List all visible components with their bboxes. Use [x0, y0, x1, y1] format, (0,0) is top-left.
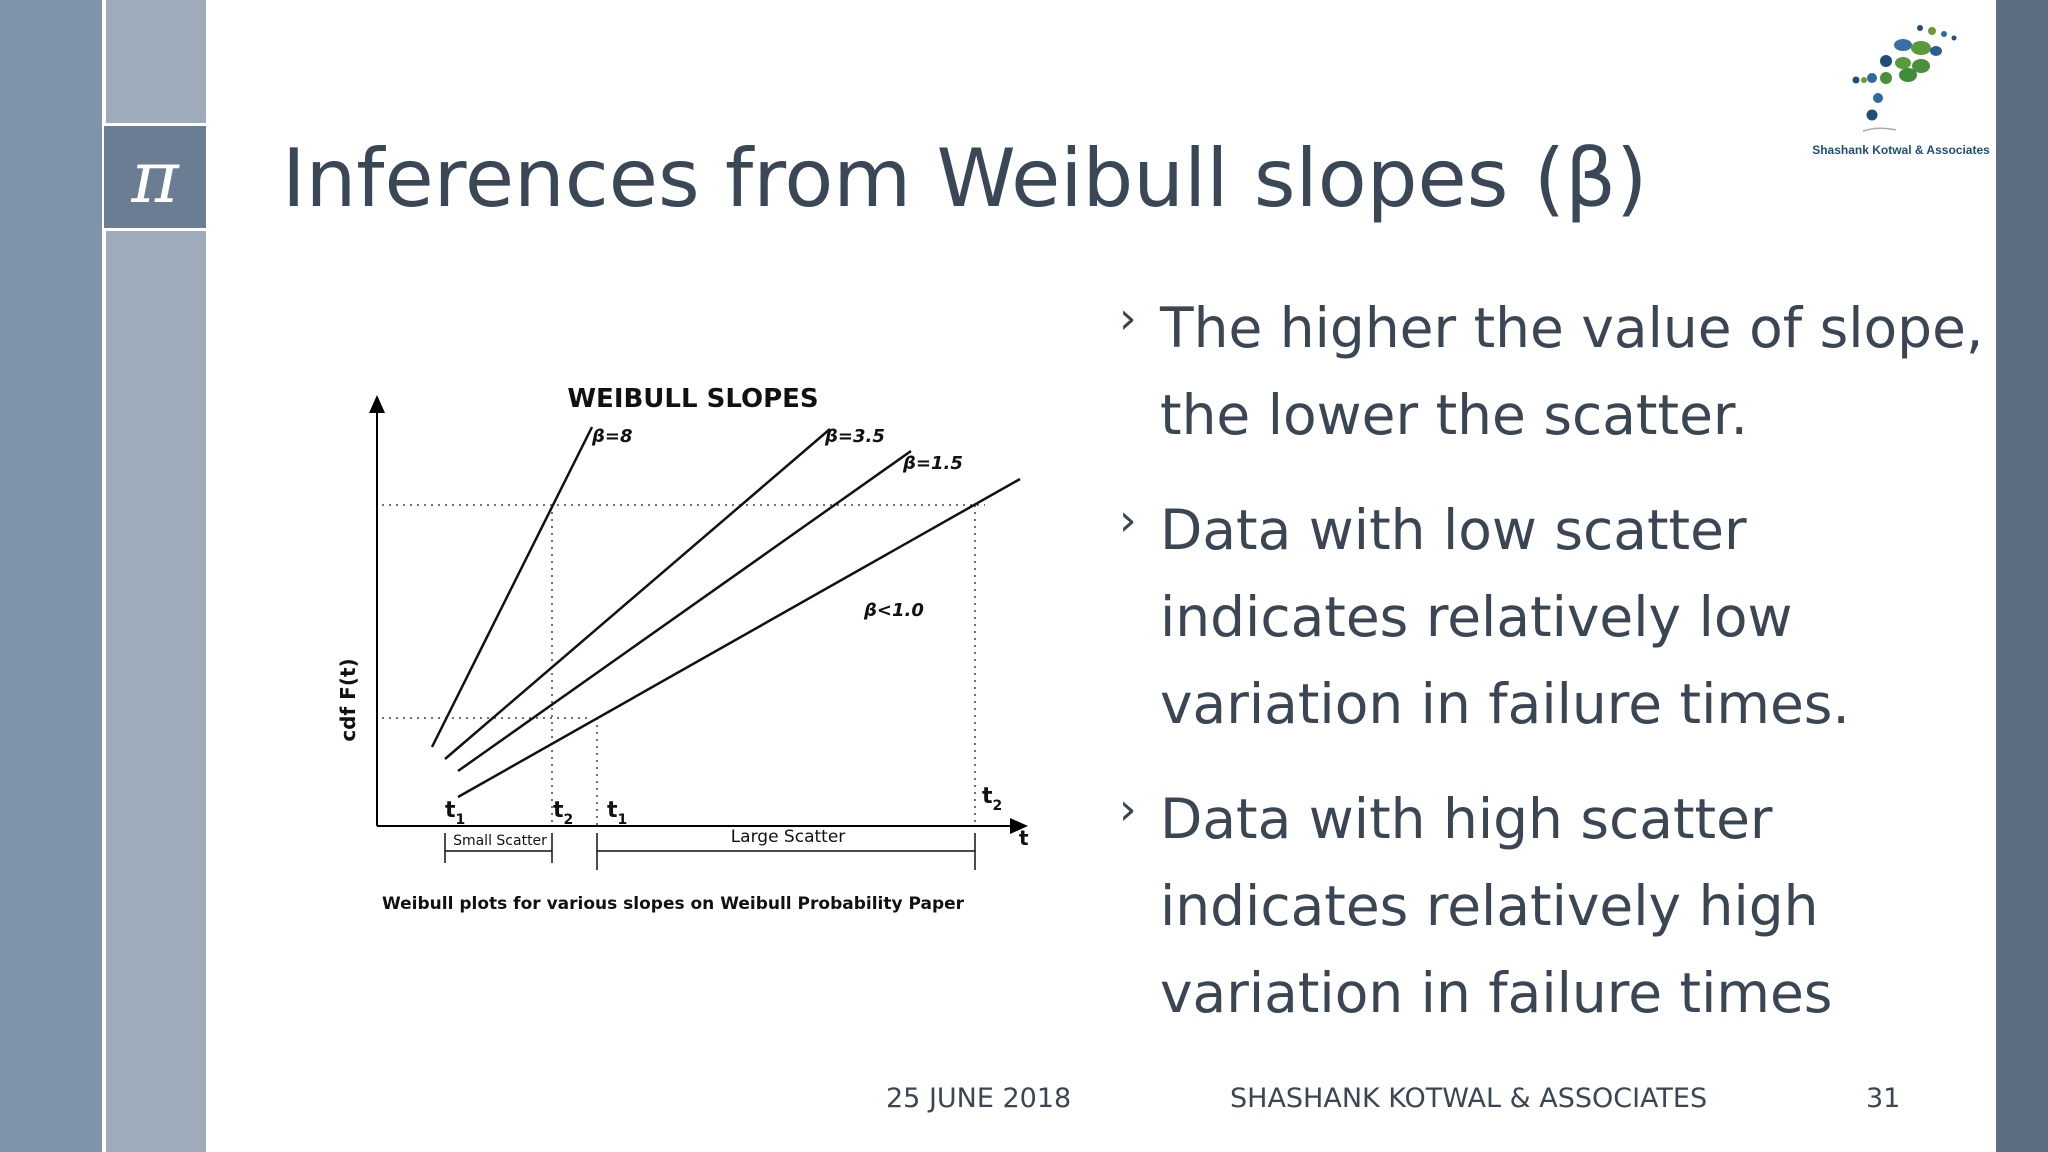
series-line-beta-8 — [430, 426, 594, 748]
series-label-beta-3-5: β=3.5 — [824, 426, 885, 447]
chevron-right-icon: › — [1119, 784, 1137, 835]
weibull-chart: WEIBULL SLOPES cdf F(t) t β=8 β=3.5 β=1.… — [336, 384, 1029, 914]
pi-symbol: π — [131, 135, 179, 219]
company-logo — [1852, 25, 1957, 132]
t1-large-label: t1 — [607, 798, 627, 828]
footer-company: SHASHANK KOTWAL & ASSOCIATES — [1230, 1083, 1708, 1114]
slide-title: Inferences from Weibull slopes (β) — [282, 132, 1648, 225]
x-axis-label: t — [1019, 826, 1029, 850]
chevron-right-icon: › — [1119, 293, 1137, 344]
left-band — [0, 0, 102, 1152]
small-scatter-label: Small Scatter — [453, 833, 547, 849]
bullet-item: › Data with low scatter indicates relati… — [1115, 487, 1995, 748]
series-label-beta-lt-1: β<1.0 — [863, 600, 924, 621]
series-label-beta-8: β=8 — [591, 426, 633, 447]
band-separator — [102, 0, 106, 1152]
chart-caption: Weibull plots for various slopes on Weib… — [382, 894, 965, 914]
chevron-right-icon: › — [1119, 495, 1137, 546]
y-axis-label: cdf F(t) — [336, 658, 360, 741]
bullet-item: › The higher the value of slope, the low… — [1115, 285, 1995, 459]
chart-title: WEIBULL SLOPES — [567, 384, 818, 414]
right-band — [1996, 0, 2048, 1152]
bullet-item: › Data with high scatter indicates relat… — [1115, 776, 1995, 1037]
t1-small-label: t1 — [445, 798, 465, 828]
bullet-list: › The higher the value of slope, the low… — [1115, 285, 1995, 1065]
series-line-beta-3-5 — [444, 428, 831, 760]
bullet-text: The higher the value of slope, the lower… — [1160, 296, 1984, 447]
bullet-text: Data with high scatter indicates relativ… — [1160, 787, 1833, 1025]
large-scatter-label: Large Scatter — [731, 827, 846, 847]
bullet-text: Data with low scatter indicates relative… — [1160, 498, 1850, 736]
series-label-beta-1-5: β=1.5 — [902, 453, 963, 474]
footer-date: 25 JUNE 2018 — [886, 1083, 1072, 1114]
series-line-beta-lt-1 — [457, 477, 1021, 799]
page-number: 31 — [1866, 1083, 1901, 1114]
t2-small-label: t2 — [553, 798, 573, 828]
series-line-beta-1-5 — [457, 449, 912, 773]
pi-icon: π — [104, 123, 206, 231]
logo-text: Shashank Kotwal & Associates — [1812, 143, 1990, 157]
t2-large-label: t2 — [982, 784, 1002, 814]
